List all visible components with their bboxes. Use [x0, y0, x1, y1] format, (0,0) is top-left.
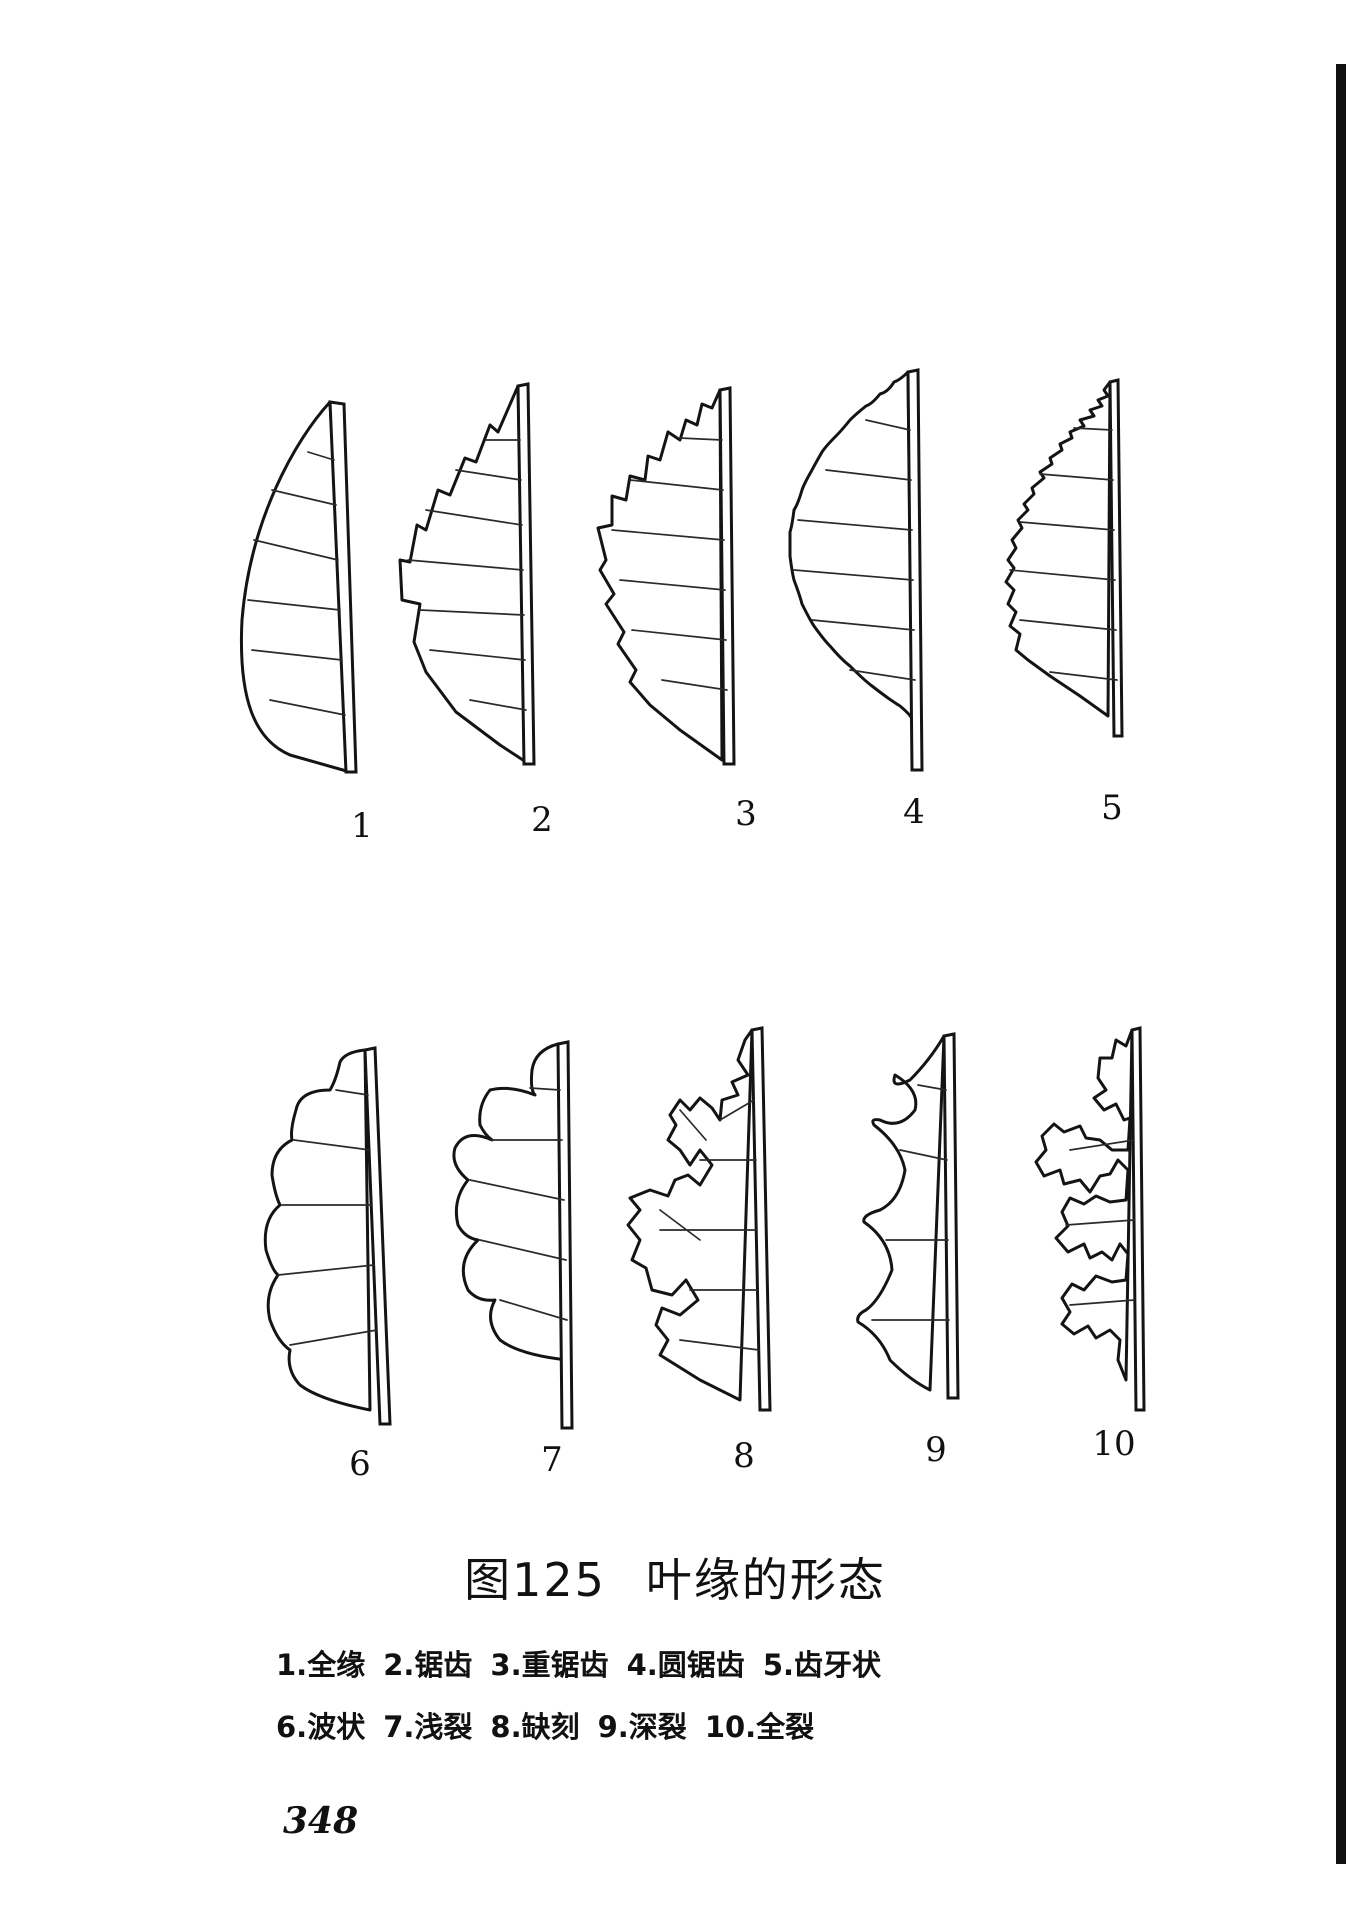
- leaf-3-doubly-serrate: [596, 386, 736, 766]
- legend-line-1: 1.全缘 2.锯齿 3.重锯齿 4.圆锯齿 5.齿牙状: [276, 1647, 1276, 1683]
- legend-item: 5.齿牙状: [762, 1648, 882, 1682]
- label-5: 5: [1101, 788, 1123, 828]
- legend-item: 1.全缘: [276, 1648, 366, 1682]
- label-10: 10: [1092, 1424, 1136, 1464]
- legend-item: 3.重锯齿: [490, 1648, 609, 1682]
- leaf-1-entire: [239, 400, 358, 774]
- leaf-6-undulate: [263, 1046, 392, 1426]
- caption-title: 叶缘的形态: [645, 1553, 886, 1607]
- leaf-8-incised: [626, 1026, 772, 1412]
- leaf-4-crenate: [788, 368, 924, 772]
- legend-item: 10.全裂: [704, 1710, 815, 1744]
- legend-line-2: 6.波状 7.浅裂 8.缺刻 9.深裂 10.全裂: [276, 1709, 1276, 1745]
- label-8: 8: [733, 1436, 755, 1476]
- label-9: 9: [925, 1430, 947, 1470]
- legend-item: 8.缺刻: [490, 1710, 580, 1744]
- leaf-5-dentate: [1004, 378, 1124, 738]
- label-2: 2: [531, 800, 553, 840]
- legend-item: 6.波状: [276, 1710, 366, 1744]
- caption-number: 图125: [464, 1553, 606, 1607]
- leaf-7-shallowly-lobed: [452, 1040, 574, 1430]
- leaf-10-divided: [1034, 1026, 1146, 1412]
- leaf-9-parted: [856, 1032, 960, 1400]
- label-4: 4: [903, 792, 925, 832]
- legend-item: 9.深裂: [597, 1710, 687, 1744]
- figure-caption: 图125 叶缘的形态: [0, 1544, 1350, 1610]
- label-7: 7: [541, 1440, 563, 1480]
- legend-item: 2.锯齿: [383, 1648, 473, 1682]
- label-1: 1: [351, 806, 373, 846]
- label-6: 6: [349, 1444, 371, 1484]
- binding-edge: [1336, 64, 1346, 1864]
- legend-item: 4.圆锯齿: [626, 1648, 745, 1682]
- leaf-2-serrate: [398, 382, 536, 766]
- page-number: 348: [283, 1800, 359, 1842]
- label-3: 3: [735, 794, 757, 834]
- legend-item: 7.浅裂: [383, 1710, 473, 1744]
